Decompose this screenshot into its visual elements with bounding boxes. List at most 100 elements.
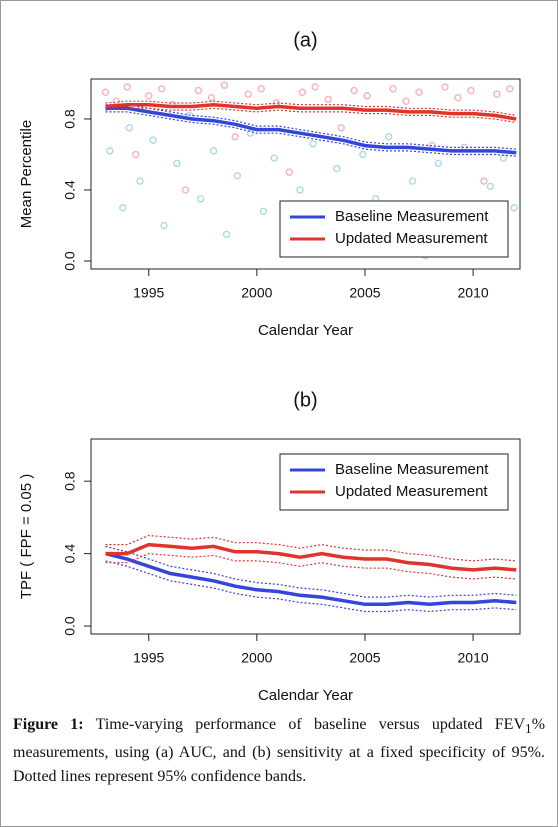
scatter-point <box>499 154 508 162</box>
legend-box <box>279 453 509 511</box>
scatter-point <box>196 195 205 203</box>
x-tick-label: 2010 <box>458 285 489 301</box>
plot-frame <box>90 438 521 635</box>
scatter-point <box>324 95 332 104</box>
scatter-point <box>119 204 127 212</box>
chart-title: (a) <box>293 29 317 51</box>
scatter-point <box>194 86 203 95</box>
caption: Figure 1: Time-varying performance of ba… <box>13 713 545 789</box>
scatter-point <box>296 186 304 194</box>
y-tick-label: 0.0 <box>62 251 78 271</box>
confidence-band <box>105 534 517 562</box>
scatter-point <box>209 147 218 155</box>
charts: (a) 1995 2000 2005 2010 0.0 0.4 0.8 Calendar Yea… <box>18 29 521 701</box>
confidence-band <box>105 552 517 580</box>
scatter-point <box>486 182 495 191</box>
scatter-point <box>385 133 393 141</box>
scatter-point <box>160 221 168 230</box>
scatter-point <box>257 85 265 93</box>
y-tick-label: 0.4 <box>62 544 78 564</box>
scatter-point <box>333 164 341 173</box>
scatter-point <box>158 85 166 93</box>
x-tick-label: 2005 <box>349 650 380 666</box>
scatter-point <box>233 172 242 180</box>
scatter-point <box>510 204 518 212</box>
scatter-point <box>136 177 144 185</box>
legend-label: Baseline Measurement <box>335 208 489 225</box>
scatter-point <box>467 86 475 95</box>
series-line <box>105 102 517 121</box>
scatter-point <box>220 81 229 89</box>
scatter-point <box>408 177 417 185</box>
scatter-point <box>311 83 319 91</box>
scatter-point <box>454 93 462 102</box>
y-tick-label: 0.0 <box>62 616 78 636</box>
x-tick-label: 2010 <box>458 650 489 666</box>
scatter-point <box>270 154 278 162</box>
scatter-point <box>231 133 239 141</box>
scatter-point <box>244 90 252 98</box>
legend-label: Baseline Measurement <box>335 461 489 478</box>
series-line <box>105 106 517 155</box>
confidence-band <box>105 107 517 124</box>
scatter-point <box>402 97 410 105</box>
y-axis-label: TPF ( FPF = 0.05 ) <box>18 474 35 599</box>
scatter-point <box>506 85 514 93</box>
legend-label: Updated Measurement <box>335 483 488 500</box>
scatter-point <box>207 93 216 102</box>
confidence-band <box>105 104 517 150</box>
scatter-point <box>181 186 190 194</box>
scatter-point <box>125 124 133 132</box>
y-tick-label: 0.8 <box>62 471 78 491</box>
scatter-point <box>173 159 181 168</box>
x-tick-label: 1995 <box>133 650 164 666</box>
caption-label: Figure 1: <box>13 716 84 733</box>
scatter-point <box>285 168 293 176</box>
scatter-point <box>101 88 110 97</box>
series-line <box>105 551 517 607</box>
scatter-point <box>337 124 345 132</box>
plot-frame <box>90 78 521 270</box>
y-tick-label: 0.4 <box>62 180 78 200</box>
scatter-point <box>222 230 231 239</box>
scatter-point <box>246 129 255 137</box>
scatter-point <box>145 92 153 100</box>
chart-title: (b) <box>293 389 317 411</box>
scatter-point <box>149 136 157 144</box>
scatter-point <box>480 177 488 185</box>
scatter-point <box>350 86 358 95</box>
confidence-band <box>105 100 517 116</box>
x-tick-label: 1995 <box>133 285 164 301</box>
scatter-point <box>259 207 268 215</box>
x-axis-label: Calendar Year <box>258 687 353 701</box>
caption-subscript: 1 <box>525 721 532 737</box>
scatter-point <box>389 85 397 93</box>
legend-box <box>279 200 509 258</box>
confidence-band <box>105 111 517 157</box>
legend-label: Updated Measurement <box>335 230 488 247</box>
caption-text: % measurements, using (a) AUC, and (b) s… <box>13 716 546 786</box>
x-tick-label: 2000 <box>241 650 272 666</box>
scatter-point <box>363 92 371 100</box>
scatter-point <box>415 88 423 97</box>
scatter-point <box>309 140 317 148</box>
y-axis-label: Mean Percentile <box>18 120 35 228</box>
y-tick-label: 0.8 <box>62 109 78 129</box>
scatter-point <box>112 97 120 105</box>
confidence-band <box>105 545 517 598</box>
caption-text: Time-varying performance of baseline ver… <box>95 716 526 733</box>
scatter-point <box>441 83 449 91</box>
scatter-point <box>106 147 114 155</box>
x-tick-label: 2005 <box>349 285 380 301</box>
scatter-point <box>132 150 140 159</box>
x-axis-label: Calendar Year <box>258 322 353 339</box>
scatter-point <box>359 150 367 159</box>
scatter-point <box>493 90 501 98</box>
series-line <box>105 542 517 572</box>
scatter-point <box>123 83 131 91</box>
scatter-point <box>298 88 306 97</box>
scatter-point <box>434 159 443 168</box>
confidence-band <box>105 560 517 613</box>
x-tick-label: 2000 <box>241 285 272 301</box>
